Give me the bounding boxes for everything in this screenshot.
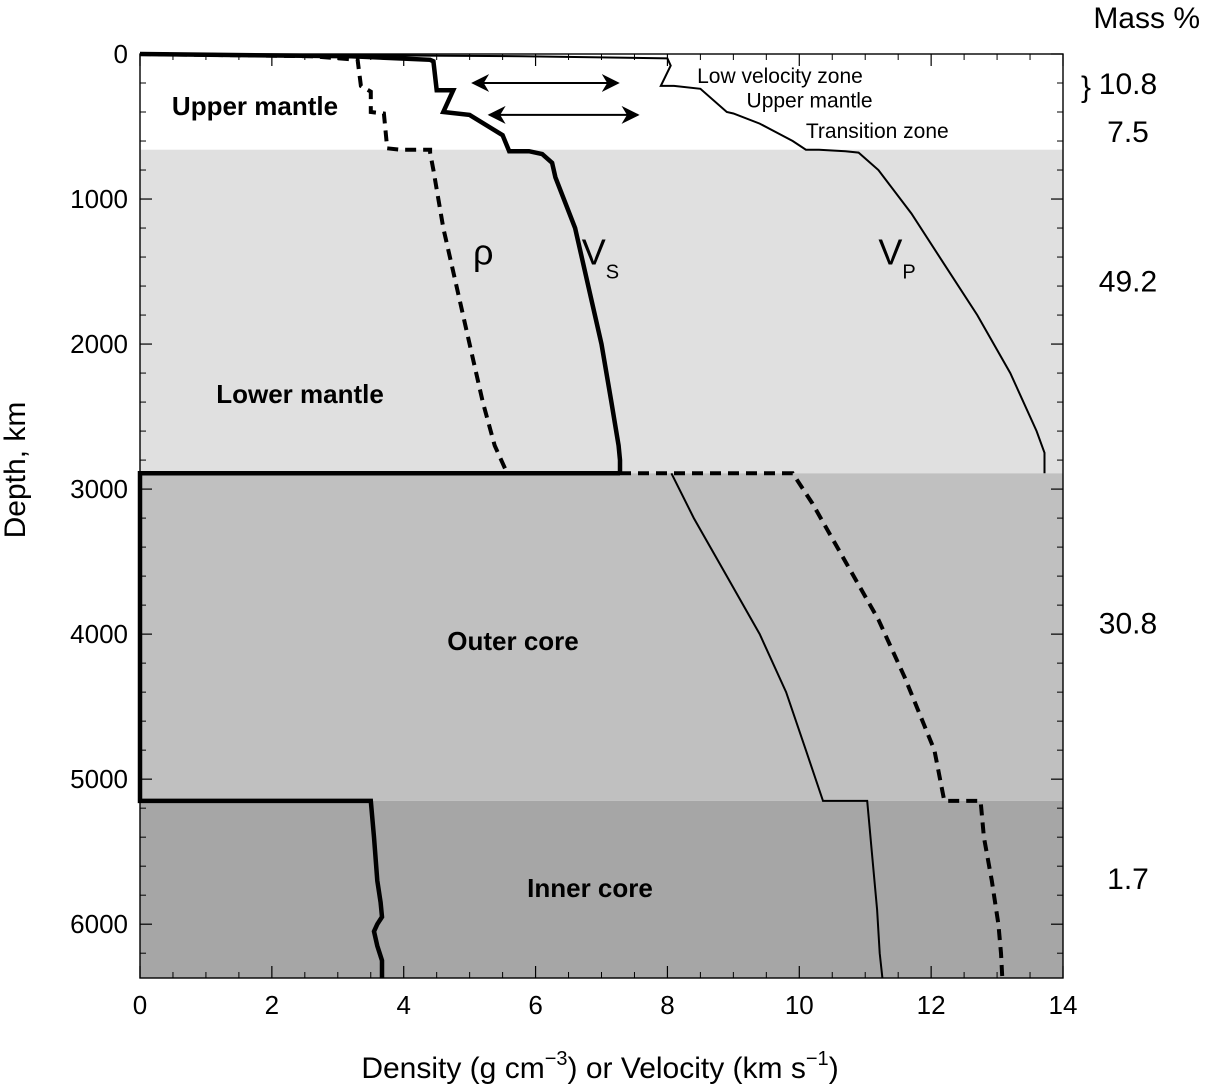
y-tick-label: 1000 bbox=[70, 184, 128, 214]
region-upper-mantle bbox=[140, 54, 1063, 150]
region-label-lower-mantle: Lower mantle bbox=[216, 379, 384, 409]
region-label-outer-core: Outer core bbox=[447, 626, 579, 656]
x-tick-label: 4 bbox=[396, 990, 410, 1020]
zone-annotation: Upper mantle bbox=[747, 89, 873, 112]
series-rho-core bbox=[620, 471, 1005, 979]
x-tick-label: 6 bbox=[528, 990, 542, 1020]
y-tick-label: 3000 bbox=[70, 474, 128, 504]
region-outer-core bbox=[140, 473, 1063, 801]
series-vp-core bbox=[670, 472, 884, 979]
depth-regions bbox=[140, 54, 1063, 978]
mass-percent-label: 1.7 bbox=[1107, 863, 1149, 896]
plot-frame bbox=[139, 53, 1064, 979]
plot-border bbox=[139, 53, 1064, 979]
mass-brace: } bbox=[1081, 71, 1091, 104]
x-tick-label: 8 bbox=[660, 990, 674, 1020]
y-tick-label: 5000 bbox=[70, 764, 128, 794]
mass-percent-label: 7.5 bbox=[1107, 116, 1149, 149]
x-tick-label: 2 bbox=[265, 990, 279, 1020]
curve-label-rho: ρ bbox=[473, 231, 493, 272]
mass-percent-label: 49.2 bbox=[1099, 265, 1157, 298]
zone-annotation: Transition zone bbox=[806, 120, 949, 143]
x-tick-label: 12 bbox=[917, 990, 946, 1020]
region-lower-mantle bbox=[140, 149, 1063, 474]
region-label-upper-mantle: Upper mantle bbox=[172, 91, 338, 121]
x-tick-label: 14 bbox=[1049, 990, 1078, 1020]
x-axis-title: Density (g cm−3) or Velocity (km s−1) bbox=[361, 1048, 838, 1085]
region-label-inner-core: Inner core bbox=[527, 873, 653, 903]
curve-label-vp: V bbox=[878, 231, 902, 272]
curve-sublabel-vs: S bbox=[606, 261, 619, 283]
y-tick-label: 0 bbox=[114, 39, 128, 69]
y-axis-title: Depth, km bbox=[0, 402, 32, 539]
axis-ticks: 0 2 4 6 8 10 12 14 0 1000 2000 3000 4000 5000 6000 bbox=[70, 39, 1077, 1020]
mass-percent-label: 30.8 bbox=[1099, 608, 1157, 641]
zone-arrows bbox=[471, 74, 640, 124]
curve-sublabel-vp: P bbox=[902, 261, 915, 283]
series-vp bbox=[139, 53, 1046, 474]
x-tick-label: 0 bbox=[133, 990, 147, 1020]
zone-annotation: Low velocity zone bbox=[697, 65, 863, 88]
region-inner-core bbox=[140, 800, 1063, 978]
y-tick-label: 6000 bbox=[70, 909, 128, 939]
x-tick-label: 10 bbox=[785, 990, 814, 1020]
series-rho bbox=[139, 52, 510, 475]
mass-header: Mass % bbox=[1093, 2, 1200, 35]
series-vs bbox=[139, 51, 623, 474]
y-tick-label: 4000 bbox=[70, 619, 128, 649]
curve-label-vs: V bbox=[582, 231, 606, 272]
mass-percent-label: 10.8 bbox=[1099, 68, 1157, 101]
y-tick-label: 2000 bbox=[70, 329, 128, 359]
